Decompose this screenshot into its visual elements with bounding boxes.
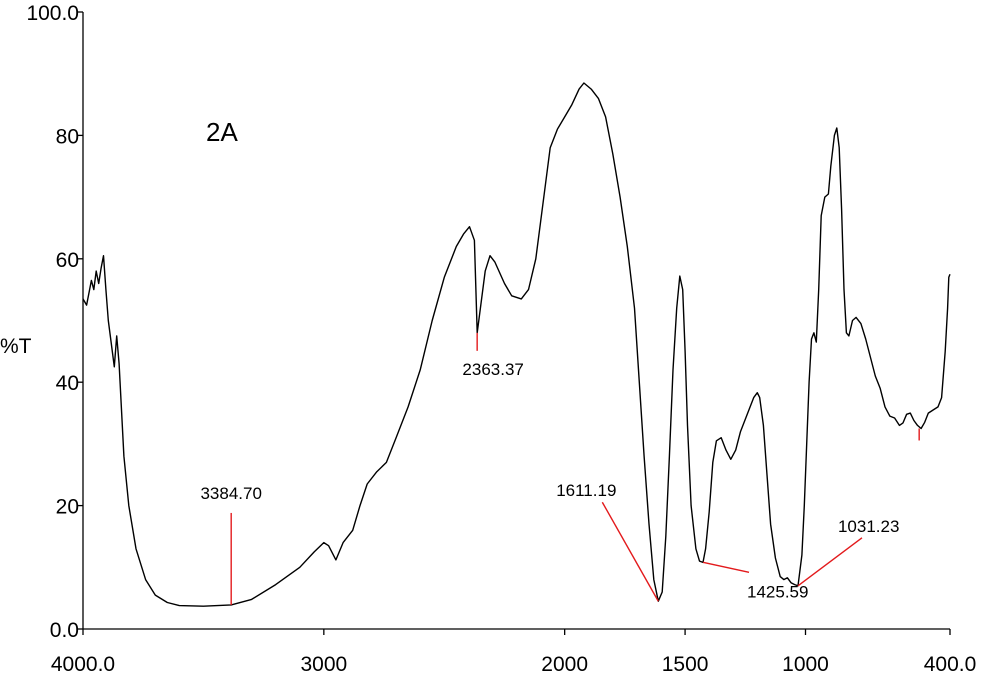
y-tick-label: 60 (56, 249, 79, 272)
peak-label: 1611.19 (556, 481, 616, 500)
y-tick-label: 100.0 (26, 2, 79, 25)
peak-annotations: 3384.70 2363.37 1611.19 1425.59 1031.23 (200, 332, 920, 605)
y-tick-label: 20 (56, 496, 79, 519)
peak-label: 3384.70 (200, 484, 261, 503)
axes (82, 12, 950, 630)
x-tick-label: 2000 (541, 653, 588, 676)
x-tick-label: 1500 (662, 653, 709, 676)
peak-label: 2363.37 (462, 360, 523, 379)
peak-marker-line (702, 561, 750, 574)
peak-marker-line (797, 537, 863, 587)
x-ticks: 4000.0 3000 2000 1500 1000 400.0 (51, 629, 976, 676)
spectrum-line (82, 82, 951, 607)
x-tick-label: 3000 (300, 653, 347, 676)
peak-label: 1031.23 (838, 517, 899, 536)
y-ticks: 0.0 20 40 60 80 100.0 (26, 2, 83, 642)
peak-marker-line (601, 501, 659, 602)
x-tick-label: 1000 (782, 653, 829, 676)
y-tick-label: 0.0 (50, 619, 79, 642)
x-tick-label: 400.0 (924, 653, 977, 676)
x-tick-label: 4000.0 (51, 653, 115, 676)
y-axis-label: %T (0, 335, 32, 358)
peak-label: 1425.59 (747, 582, 808, 601)
y-tick-label: 40 (56, 372, 79, 395)
panel-label: 2A (206, 117, 238, 147)
y-tick-label: 80 (56, 125, 79, 148)
